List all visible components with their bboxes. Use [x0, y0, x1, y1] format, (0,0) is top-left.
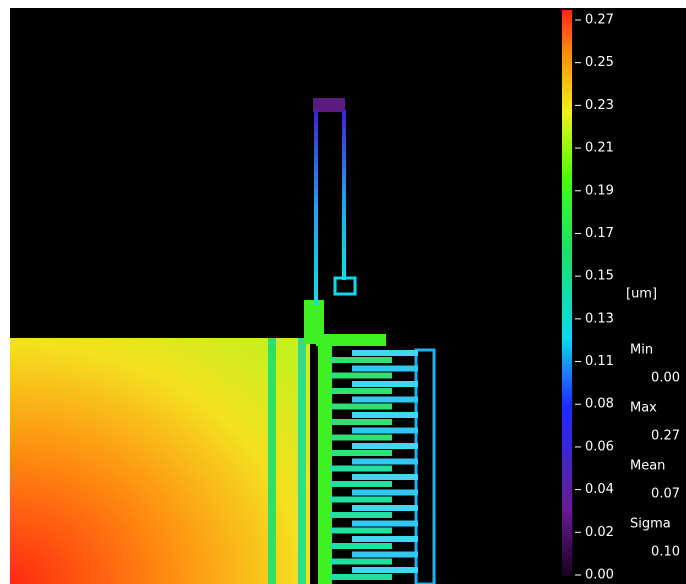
- colorbar-ticks: 0.27 0.25 0.23 0.21 0.19 0.17 0.15 0.13 0.11 0.08…: [575, 13, 614, 583]
- unit-label: [um]: [626, 287, 657, 302]
- colorbar-tick-label: 0.00: [585, 568, 614, 583]
- fixed-finger: [352, 350, 418, 356]
- beam: [314, 110, 318, 305]
- fixed-finger: [352, 536, 418, 542]
- moving-finger: [330, 388, 392, 394]
- colorbar-tick-label: 0.25: [585, 55, 614, 70]
- colorbar-tick-label: 0.17: [585, 226, 614, 241]
- fixed-finger: [352, 551, 418, 558]
- fixed-finger: [352, 520, 418, 527]
- moving-finger: [330, 419, 392, 425]
- fixed-finger: [352, 365, 418, 372]
- frame: [414, 348, 436, 584]
- fixed-finger: [352, 381, 418, 387]
- fixed-finger: [352, 489, 418, 496]
- fixed-finger: [352, 396, 418, 403]
- colorbar-tick-label: 0.04: [585, 482, 614, 497]
- moving-finger: [330, 527, 392, 534]
- moving-finger: [330, 434, 392, 441]
- pad: [333, 276, 357, 296]
- fixed-finger: [352, 443, 418, 449]
- beam: [342, 110, 346, 280]
- colorbar-tick-label: 0.06: [585, 439, 614, 454]
- moving-finger: [330, 465, 392, 472]
- moving-finger: [330, 357, 392, 363]
- spring: [268, 338, 276, 584]
- fixed-finger: [352, 412, 418, 418]
- pad: [313, 98, 345, 112]
- stat-value: 0.00: [651, 371, 680, 386]
- moving-finger: [330, 372, 392, 379]
- fixed-finger: [352, 474, 418, 480]
- anchor: [304, 300, 324, 344]
- moving-finger: [330, 543, 392, 549]
- statistics: Min 0.00 Max 0.27 Mean 0.07 Sigma 0.10: [630, 343, 680, 560]
- fixed-finger: [352, 458, 418, 465]
- moving-finger: [330, 512, 392, 518]
- comb-spine: [318, 340, 332, 584]
- fixed-finger: [352, 505, 418, 511]
- colorbar-tick-label: 0.11: [585, 354, 614, 369]
- moving-finger: [330, 496, 392, 503]
- stat-label: Max: [630, 401, 657, 416]
- colorbar-tick-label: 0.02: [585, 525, 614, 540]
- stat-label: Mean: [630, 459, 665, 474]
- colorbar-tick-label: 0.21: [585, 141, 614, 156]
- stat-value: 0.10: [651, 545, 680, 560]
- moving-finger: [330, 481, 392, 487]
- moving-finger: [330, 558, 392, 565]
- proof-mass: [10, 338, 310, 584]
- colorbar-tick-label: 0.23: [585, 98, 614, 113]
- moving-finger: [330, 403, 392, 410]
- comb-fingers: [330, 350, 418, 580]
- stat-value: 0.07: [651, 487, 680, 502]
- spring: [298, 338, 306, 584]
- colorbar: [562, 10, 572, 576]
- colorbar-tick-label: 0.13: [585, 311, 614, 326]
- colorbar-tick-label: 0.27: [585, 13, 614, 28]
- comb-bar: [316, 334, 386, 346]
- stat-label: Min: [630, 343, 653, 358]
- fixed-finger: [352, 567, 418, 573]
- colorbar-tick-label: 0.19: [585, 183, 614, 198]
- moving-finger: [330, 574, 392, 580]
- fixed-finger: [352, 427, 418, 434]
- stat-value: 0.27: [651, 429, 680, 444]
- moving-finger: [330, 450, 392, 456]
- colorbar-tick-label: 0.15: [585, 269, 614, 284]
- stat-label: Sigma: [630, 517, 671, 532]
- colorbar-tick-label: 0.08: [585, 397, 614, 412]
